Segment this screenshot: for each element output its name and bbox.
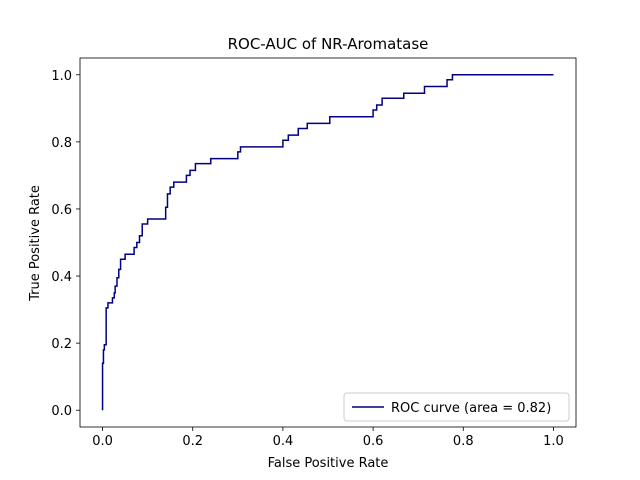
x-tick-label: 0.6 bbox=[363, 434, 384, 449]
y-tick-label: 0.4 bbox=[51, 270, 72, 285]
x-tick-label: 1.0 bbox=[543, 434, 564, 449]
x-tick-label: 0.2 bbox=[182, 434, 203, 449]
x-tick-label: 0.0 bbox=[92, 434, 113, 449]
y-tick-label: 1.0 bbox=[51, 69, 72, 84]
plot-area: 0.0 0.2 0.4 0.6 0.8 1.0 0.0 0.2 0.4 0.6 0.8 1.0 bbox=[51, 57, 577, 449]
y-tick-label: 0.6 bbox=[51, 203, 72, 218]
plot-frame bbox=[79, 57, 577, 428]
roc-curve-line bbox=[101, 74, 554, 411]
chart-title: ROC-AUC of NR-Aromatase bbox=[228, 35, 429, 53]
y-axis-label: True Positive Rate bbox=[28, 185, 43, 302]
legend: ROC curve (area = 0.82) bbox=[343, 392, 570, 422]
x-tick-label: 0.8 bbox=[453, 434, 474, 449]
y-tick-label: 0.2 bbox=[51, 337, 72, 352]
legend-box bbox=[343, 392, 570, 422]
y-tick-label: 0.0 bbox=[51, 404, 72, 419]
y-tick-label: 0.8 bbox=[51, 136, 72, 151]
x-tick-label: 0.4 bbox=[273, 434, 294, 449]
legend-entry-label: ROC curve (area = 0.82) bbox=[391, 401, 551, 416]
x-axis-label: False Positive Rate bbox=[268, 456, 389, 471]
